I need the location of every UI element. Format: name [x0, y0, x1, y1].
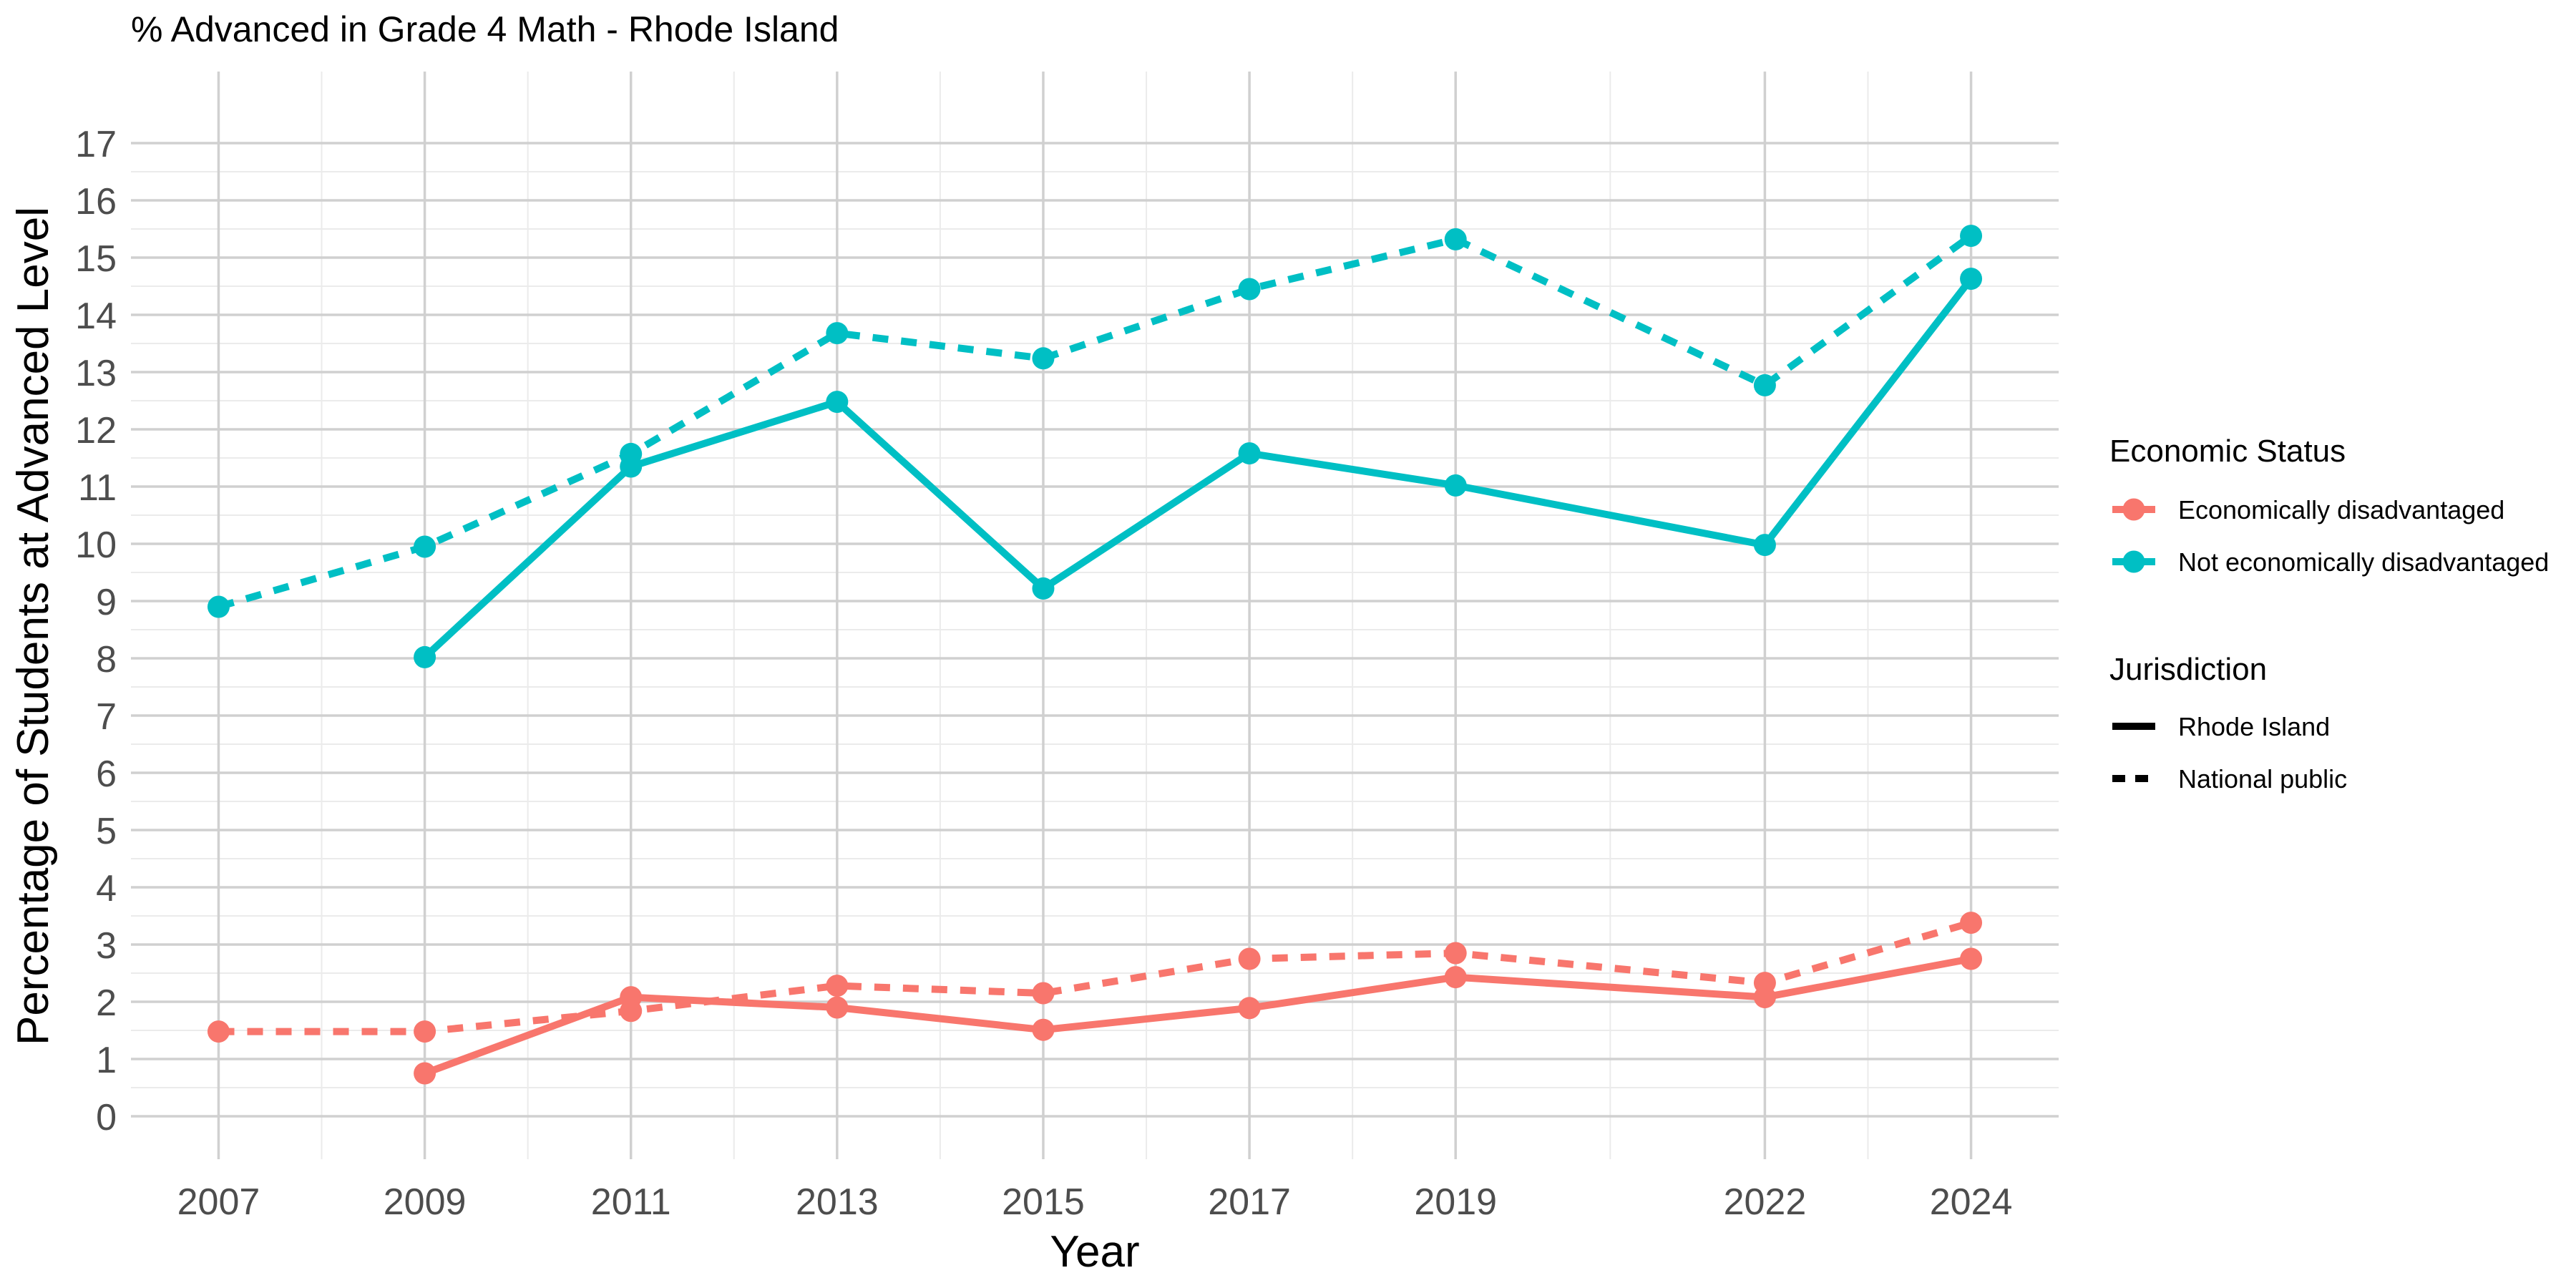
- data-point-3: [1032, 347, 1055, 370]
- data-point-1: [414, 1020, 436, 1043]
- y-tick-label: 11: [78, 467, 117, 509]
- data-point-3: [1960, 225, 1983, 248]
- x-axis-title: Year: [1050, 1227, 1139, 1277]
- legend-title-jurisdiction: Jurisdiction: [2109, 652, 2267, 687]
- x-tick-label: 2013: [796, 1181, 879, 1223]
- legend-key-point: [2122, 498, 2145, 521]
- x-tick-label: 2009: [384, 1181, 467, 1223]
- data-point-3: [620, 442, 643, 465]
- y-tick-label: 4: [96, 868, 117, 909]
- data-point-0: [1032, 1018, 1055, 1041]
- data-point-2: [826, 391, 849, 414]
- y-tick-label: 3: [96, 925, 117, 967]
- x-tick-label: 2022: [1724, 1181, 1807, 1223]
- y-tick-label: 12: [75, 410, 117, 452]
- y-tick-label: 6: [96, 753, 117, 795]
- data-point-2: [1032, 577, 1055, 600]
- data-point-2: [414, 645, 436, 668]
- y-tick-label: 15: [75, 238, 117, 280]
- legend-label: Rhode Island: [2178, 712, 2330, 741]
- data-point-3: [826, 322, 849, 345]
- y-tick-label: 13: [75, 353, 117, 394]
- data-point-1: [620, 1000, 643, 1023]
- data-point-3: [207, 595, 230, 618]
- y-tick-label: 17: [75, 124, 117, 165]
- data-point-2: [1444, 474, 1467, 497]
- legend-label: Not economically disadvantaged: [2178, 547, 2549, 577]
- data-point-1: [1444, 942, 1467, 965]
- x-tick-label: 2015: [1002, 1181, 1085, 1223]
- data-point-1: [1753, 972, 1776, 995]
- data-point-3: [414, 535, 436, 558]
- data-point-2: [1960, 268, 1983, 291]
- data-point-2: [1238, 442, 1261, 465]
- data-point-1: [207, 1020, 230, 1043]
- y-tick-label: 0: [96, 1097, 117, 1138]
- y-tick-label: 2: [96, 982, 117, 1024]
- data-point-3: [1444, 228, 1467, 250]
- legend-key-point: [2122, 550, 2145, 573]
- y-tick-label: 8: [96, 639, 117, 680]
- legend-label: National public: [2178, 764, 2347, 794]
- legend-title-economic-status: Economic Status: [2109, 434, 2346, 469]
- y-tick-label: 14: [75, 296, 117, 337]
- series-points: [207, 225, 1983, 1085]
- data-point-1: [1960, 912, 1983, 935]
- chart-title: % Advanced in Grade 4 Math - Rhode Islan…: [131, 9, 839, 49]
- legend: Economic Status Economically disadvantage…: [2109, 434, 2549, 794]
- y-tick-label: 9: [96, 582, 117, 623]
- series-line-1: [218, 919, 1972, 1035]
- x-tick-label: 2017: [1208, 1181, 1291, 1223]
- data-point-0: [1444, 966, 1467, 989]
- data-point-2: [1753, 534, 1776, 557]
- y-tick-label: 7: [96, 696, 117, 738]
- x-tick-label: 2007: [177, 1181, 260, 1223]
- x-tick-label: 2024: [1930, 1181, 2013, 1223]
- x-tick-label: 2011: [591, 1181, 671, 1223]
- y-axis-title: Percentage of Students at Advanced Level: [9, 207, 58, 1045]
- data-point-0: [1238, 997, 1261, 1020]
- legend-label: Economically disadvantaged: [2178, 495, 2504, 525]
- data-point-0: [1960, 947, 1983, 970]
- series-line-0: [423, 955, 1972, 1077]
- data-point-3: [1238, 278, 1261, 301]
- series-lines: [218, 233, 1974, 1077]
- y-tick-label: 16: [75, 181, 117, 223]
- series-line-2: [422, 276, 1974, 660]
- y-tick-label: 5: [96, 811, 117, 852]
- data-point-1: [1238, 947, 1261, 970]
- data-point-0: [414, 1062, 436, 1085]
- data-point-1: [1032, 982, 1055, 1005]
- data-point-0: [826, 996, 849, 1019]
- x-tick-label: 2019: [1414, 1181, 1497, 1223]
- y-tick-label: 1: [96, 1040, 117, 1081]
- data-point-1: [826, 975, 849, 997]
- data-point-3: [1753, 374, 1776, 396]
- y-tick-label: 10: [75, 525, 117, 566]
